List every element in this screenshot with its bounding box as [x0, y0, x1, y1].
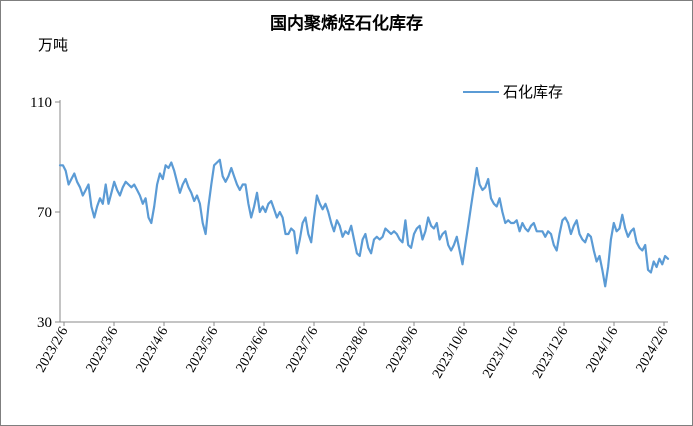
y-tick-label: 70 — [37, 205, 52, 221]
x-tick-label: 2024/2/6 — [634, 325, 672, 376]
y-tick-label: 30 — [37, 315, 52, 331]
x-tick-label: 2023/5/6 — [184, 325, 222, 376]
x-tick-label: 2023/11/6 — [480, 325, 521, 381]
x-tick-label: 2023/12/6 — [530, 325, 571, 382]
x-tick-label: 2023/9/6 — [384, 325, 422, 376]
x-tick-label: 2023/6/6 — [234, 325, 272, 376]
x-tick-label: 2023/3/6 — [84, 325, 122, 376]
legend-label: 石化库存 — [503, 83, 564, 101]
x-tick-label: 2023/10/6 — [430, 325, 471, 382]
x-tick-label: 2023/7/6 — [284, 325, 322, 376]
legend: 石化库存 — [463, 81, 563, 102]
y-axis-unit-label: 万吨 — [38, 36, 69, 54]
y-tick-label: 110 — [30, 95, 52, 111]
series-line-0 — [58, 158, 670, 288]
x-tick-label: 2023/4/6 — [134, 325, 172, 376]
x-tick-label: 2023/8/6 — [334, 325, 372, 376]
chart-title: 国内聚烯烃石化库存 — [270, 14, 423, 34]
x-tick-label: 2024/1/6 — [584, 325, 622, 376]
legend-swatch — [463, 90, 499, 93]
x-tick-label: 2023/2/6 — [34, 325, 72, 376]
